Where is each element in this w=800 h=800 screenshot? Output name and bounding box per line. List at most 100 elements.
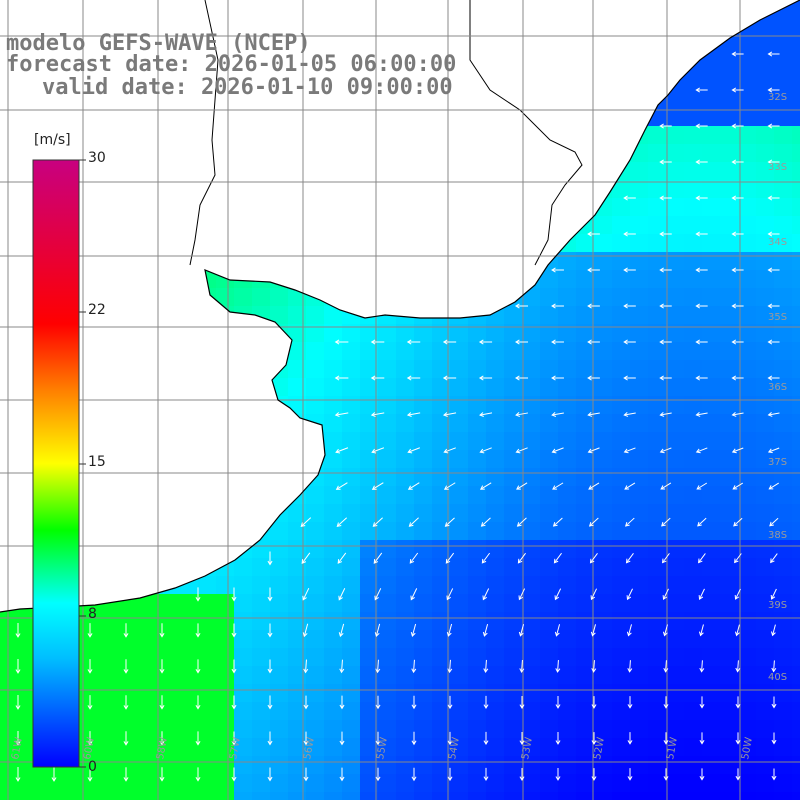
wind-arrow-shaft xyxy=(663,588,669,600)
wind-arrow-head xyxy=(123,669,129,674)
wind-arrow-head xyxy=(731,87,737,93)
wind-arrow-head xyxy=(695,375,701,381)
wind-arrow-head xyxy=(551,448,557,454)
wind-arrow-shaft xyxy=(737,660,739,672)
wind-arrow-shaft xyxy=(661,517,671,527)
wind-arrow-head xyxy=(587,448,593,454)
wind-arrow-head xyxy=(516,522,522,527)
wind-arrow-head xyxy=(518,595,524,601)
wind-arrow-shaft xyxy=(624,447,636,453)
wind-arrow-head xyxy=(659,375,664,381)
wind-arrow-head xyxy=(407,485,413,490)
border-line xyxy=(189,0,219,266)
wind-arrow-shaft xyxy=(593,660,595,672)
wind-arrow-shaft xyxy=(336,482,348,490)
wind-arrow-shaft xyxy=(409,552,419,564)
wind-arrow-head xyxy=(770,558,775,564)
wind-arrow-shaft xyxy=(447,623,453,637)
wind-arrow-head xyxy=(447,776,453,782)
lon-label: 51W xyxy=(665,736,680,760)
wind-arrow-shaft xyxy=(769,482,779,490)
wind-arrow-shaft xyxy=(482,588,490,600)
wind-arrow-shaft xyxy=(373,517,383,527)
wind-arrow-shaft xyxy=(375,623,381,637)
wind-arrow-shaft xyxy=(377,659,379,673)
wind-arrow-head xyxy=(627,776,633,781)
wind-arrow-shaft xyxy=(588,412,600,416)
wind-arrow-head xyxy=(591,704,597,709)
wind-arrow-head xyxy=(481,558,487,564)
wind-arrow-head xyxy=(627,668,633,673)
wind-arrow-head xyxy=(767,87,773,93)
wind-arrow-head xyxy=(15,669,21,674)
wind-arrow-shaft xyxy=(303,623,309,637)
wind-arrow-shaft xyxy=(770,553,778,563)
wind-arrow-head xyxy=(515,339,520,345)
wind-arrow-head xyxy=(555,740,561,745)
wind-arrow-head xyxy=(770,594,776,600)
model-title: modelo GEFS-WAVE (NCEP) xyxy=(6,31,311,56)
wind-arrow-head xyxy=(771,739,777,745)
wind-arrow-shaft xyxy=(552,412,564,416)
wind-arrow-head xyxy=(443,448,449,454)
wind-arrow-head xyxy=(695,231,701,237)
wind-arrow-shaft xyxy=(301,552,311,564)
wind-arrow-head xyxy=(731,159,737,165)
wind-arrow-shaft xyxy=(628,624,632,636)
wind-arrow-head xyxy=(338,595,343,601)
wind-arrow-head xyxy=(443,485,449,490)
wind-arrow-head xyxy=(87,633,93,638)
wind-arrow-shaft xyxy=(408,482,420,490)
wind-arrow-head xyxy=(699,775,705,781)
wind-arrow-head xyxy=(627,704,633,709)
wind-arrow-shaft xyxy=(407,412,421,416)
wind-arrow-head xyxy=(696,485,702,490)
wind-arrow-head xyxy=(771,775,777,781)
wind-arrow-head xyxy=(87,705,93,710)
wind-arrow-head xyxy=(480,522,486,527)
wind-arrow-head xyxy=(731,375,737,381)
wind-arrow-head xyxy=(551,303,556,309)
wind-arrow-head xyxy=(663,776,669,781)
wind-arrow-shaft xyxy=(516,482,528,490)
wind-arrow-shaft xyxy=(443,412,457,416)
wind-arrow-shaft xyxy=(481,517,491,527)
wind-arrow-head xyxy=(411,740,417,746)
wind-arrow-head xyxy=(123,705,129,710)
wind-arrow-head xyxy=(660,485,666,490)
wind-arrow-head xyxy=(551,267,556,273)
wind-arrow-head xyxy=(659,267,664,273)
wind-arrow-head xyxy=(627,740,633,745)
colorbar-tick-0: 0 xyxy=(88,759,97,775)
wind-arrow-head xyxy=(300,522,306,528)
wind-arrow-head xyxy=(734,631,740,637)
lon-label: 61W xyxy=(10,736,25,760)
wind-arrow-head xyxy=(338,632,344,638)
wind-arrow-shaft xyxy=(555,624,561,636)
wind-arrow-head xyxy=(552,485,557,490)
wind-arrow-head xyxy=(588,485,594,490)
wind-arrow-head xyxy=(734,595,740,600)
lat-label: 35S xyxy=(768,312,787,323)
wind-arrow-shaft xyxy=(589,517,599,527)
wind-arrow-head xyxy=(15,705,21,710)
wind-arrow-head xyxy=(767,231,773,237)
wind-arrow-head xyxy=(731,231,737,237)
wind-arrow-head xyxy=(587,303,592,309)
wind-arrow-shaft xyxy=(662,553,670,563)
wind-arrow-shaft xyxy=(660,447,672,453)
wind-arrow-head xyxy=(735,667,741,673)
wind-arrow-head xyxy=(695,87,701,93)
wind-arrow-head xyxy=(695,123,701,129)
wind-arrow-head xyxy=(768,485,774,490)
lat-label: 37S xyxy=(768,457,787,468)
wind-arrow-head xyxy=(479,448,485,454)
wind-arrow-head xyxy=(482,595,487,601)
wind-arrow-shaft xyxy=(699,588,705,600)
wind-arrow-head xyxy=(661,521,666,527)
wind-arrow-shaft xyxy=(696,447,708,453)
wind-arrow-head xyxy=(335,485,341,490)
colorbar-tick-15: 15 xyxy=(88,454,106,470)
wind-arrow-shaft xyxy=(665,660,667,672)
wind-arrow-head xyxy=(411,668,417,674)
